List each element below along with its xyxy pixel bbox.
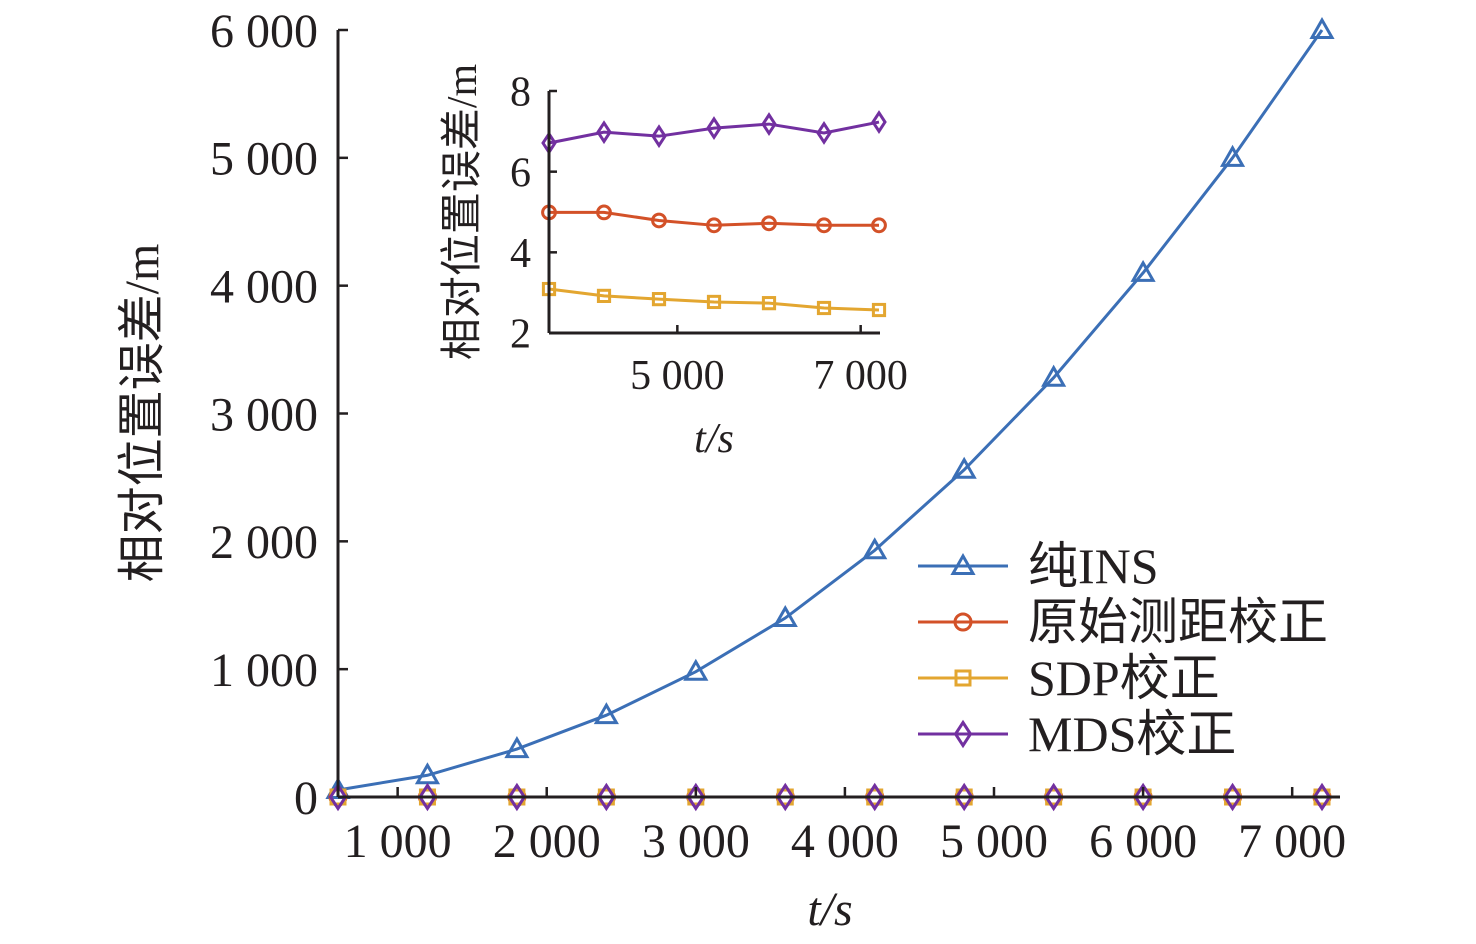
- inset-x-axis-label: t/s: [694, 416, 734, 462]
- data-point-2-3: [706, 116, 722, 141]
- data-point-1-2: [651, 292, 667, 307]
- legend-marker-1: [953, 612, 973, 632]
- data-point-1-5: [816, 300, 832, 316]
- series-line-0: [337, 29, 1324, 792]
- y-tick-label: 6: [510, 150, 531, 196]
- data-point-3-6: [865, 782, 885, 812]
- x-tick-label: 3 000: [642, 815, 750, 868]
- data-point-2-1: [596, 120, 612, 145]
- data-point-0-2: [504, 736, 530, 759]
- y-tick-label: 4 000: [210, 260, 318, 313]
- data-point-3-0: [328, 782, 348, 812]
- legend-marker-3: [953, 719, 973, 749]
- legend-label-2: SDP校正: [1028, 650, 1220, 706]
- data-point-3-9: [1133, 782, 1153, 812]
- data-point-3-7: [954, 782, 974, 812]
- data-point-0-6: [871, 217, 887, 234]
- data-point-3-5: [775, 782, 795, 812]
- data-point-3-10: [1223, 782, 1242, 812]
- series-line-1: [548, 287, 880, 312]
- series-line-0: [549, 210, 879, 227]
- y-tick-label: 0: [294, 772, 318, 825]
- main-plot: 1 000 2 000 3 000 4 000 5 000 6 000 7 000 0 1 00…: [210, 5, 1346, 868]
- y-tick-label: 6 000: [210, 5, 318, 58]
- data-point-0-4: [683, 658, 709, 681]
- legend-label-0: 纯INS: [1028, 538, 1159, 594]
- y-tick-label: 5 000: [210, 133, 318, 186]
- data-point-0-3: [593, 702, 619, 725]
- data-point-1-4: [761, 296, 777, 311]
- x-tick-label: 6 000: [1089, 815, 1197, 868]
- data-point-0-3: [706, 217, 722, 234]
- data-point-3-11: [1312, 782, 1332, 812]
- x-tick-label: 5 000: [630, 353, 725, 399]
- legend-marker-2: [954, 669, 972, 687]
- data-point-0-6: [862, 537, 888, 560]
- data-point-0-5: [772, 605, 798, 628]
- y-tick-label: 4: [510, 231, 531, 277]
- data-point-2-5: [816, 121, 832, 145]
- x-tick-label: 1 000: [344, 815, 452, 868]
- data-point-2-4: [761, 112, 777, 137]
- data-point-0-10: [1219, 144, 1246, 167]
- data-point-3-4: [686, 782, 706, 812]
- data-point-1-6: [871, 302, 887, 318]
- data-point-3-8: [1044, 782, 1063, 812]
- y-tick-label: 2 000: [210, 516, 318, 569]
- data-point-2-6: [871, 110, 887, 135]
- y-tick-label: 1 000: [210, 644, 318, 697]
- legend-label-3: MDS校正: [1028, 706, 1236, 762]
- data-point-1-1: [596, 288, 612, 303]
- data-point-0-11: [1309, 16, 1335, 39]
- data-point-0-8: [1041, 364, 1067, 387]
- legend-label-1: 原始测距校正: [1028, 594, 1328, 650]
- legend-marker-0: [950, 552, 976, 575]
- y-tick-label: 8: [510, 70, 531, 116]
- data-point-0-5: [816, 217, 832, 234]
- data-point-3-1: [418, 782, 437, 812]
- y-tick-label: 3 000: [210, 388, 318, 441]
- x-tick-label: 5 000: [940, 815, 1048, 868]
- main-y-axis-label: 相对位置误差/m: [116, 244, 169, 583]
- main-x-axis-label: t/s: [807, 883, 852, 936]
- data-point-0-2: [651, 212, 667, 229]
- inset-plot: 5 000 7 000 2 4 6 8: [510, 70, 908, 399]
- x-tick-label: 7 000: [1238, 815, 1346, 868]
- data-point-1-3: [706, 294, 722, 310]
- x-tick-label: 2 000: [493, 815, 601, 868]
- x-tick-label: 4 000: [791, 815, 899, 868]
- data-point-3-2: [507, 782, 527, 812]
- data-point-2-2: [651, 124, 667, 149]
- y-tick-label: 2: [510, 312, 531, 358]
- series-line-2: [548, 120, 880, 145]
- data-point-0-9: [1130, 259, 1156, 282]
- data-point-0-7: [951, 456, 977, 479]
- data-point-3-3: [597, 782, 616, 812]
- x-tick-label: 7 000: [813, 353, 908, 399]
- inset-y-axis-label: 相对位置误差/m: [439, 64, 486, 361]
- data-point-0-1: [596, 204, 612, 221]
- data-point-0-4: [761, 215, 777, 232]
